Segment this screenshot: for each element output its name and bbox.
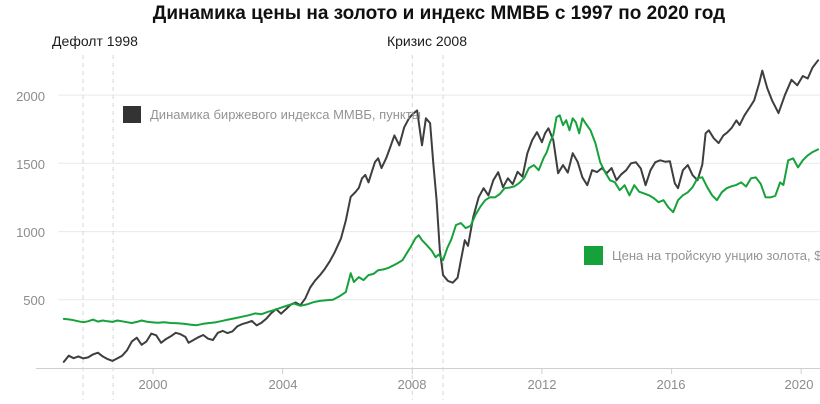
x-axis-tick-label: 2004 bbox=[268, 377, 298, 392]
annotation-default-1998: Дефолт 1998 bbox=[52, 33, 138, 49]
legend-micex: Динамика биржевого индекса ММВБ, пункты bbox=[123, 106, 421, 123]
gold-swatch-icon bbox=[584, 246, 603, 265]
annotation-crisis-2008: Кризис 2008 bbox=[386, 33, 468, 49]
x-axis-tick-label: 2012 bbox=[527, 377, 557, 392]
micex-swatch-icon bbox=[123, 106, 141, 123]
gold-price-line bbox=[62, 114, 820, 327]
legend-gold: Цена на тройскую унцию золота, $ bbox=[584, 246, 820, 265]
x-axis-tick-label: 2020 bbox=[784, 377, 814, 392]
legend-micex-label: Динамика биржевого индекса ММВБ, пункты bbox=[150, 107, 422, 122]
y-axis-tick-label: 2000 bbox=[16, 89, 45, 104]
legend-gold-label: Цена на тройскую унцию золота, $ bbox=[612, 248, 820, 263]
y-axis-tick-label: 1000 bbox=[16, 225, 45, 240]
x-axis-tick-label: 2008 bbox=[397, 377, 427, 392]
y-axis-tick-label: 500 bbox=[23, 293, 45, 308]
chart-title: Динамика цены на золото и индекс ММВБ с … bbox=[152, 3, 726, 24]
y-axis-tick-label: 1500 bbox=[16, 157, 45, 172]
x-axis-tick-label: 2000 bbox=[138, 377, 168, 392]
micex-index-line bbox=[62, 59, 820, 363]
x-axis-tick-label: 2016 bbox=[656, 377, 686, 392]
